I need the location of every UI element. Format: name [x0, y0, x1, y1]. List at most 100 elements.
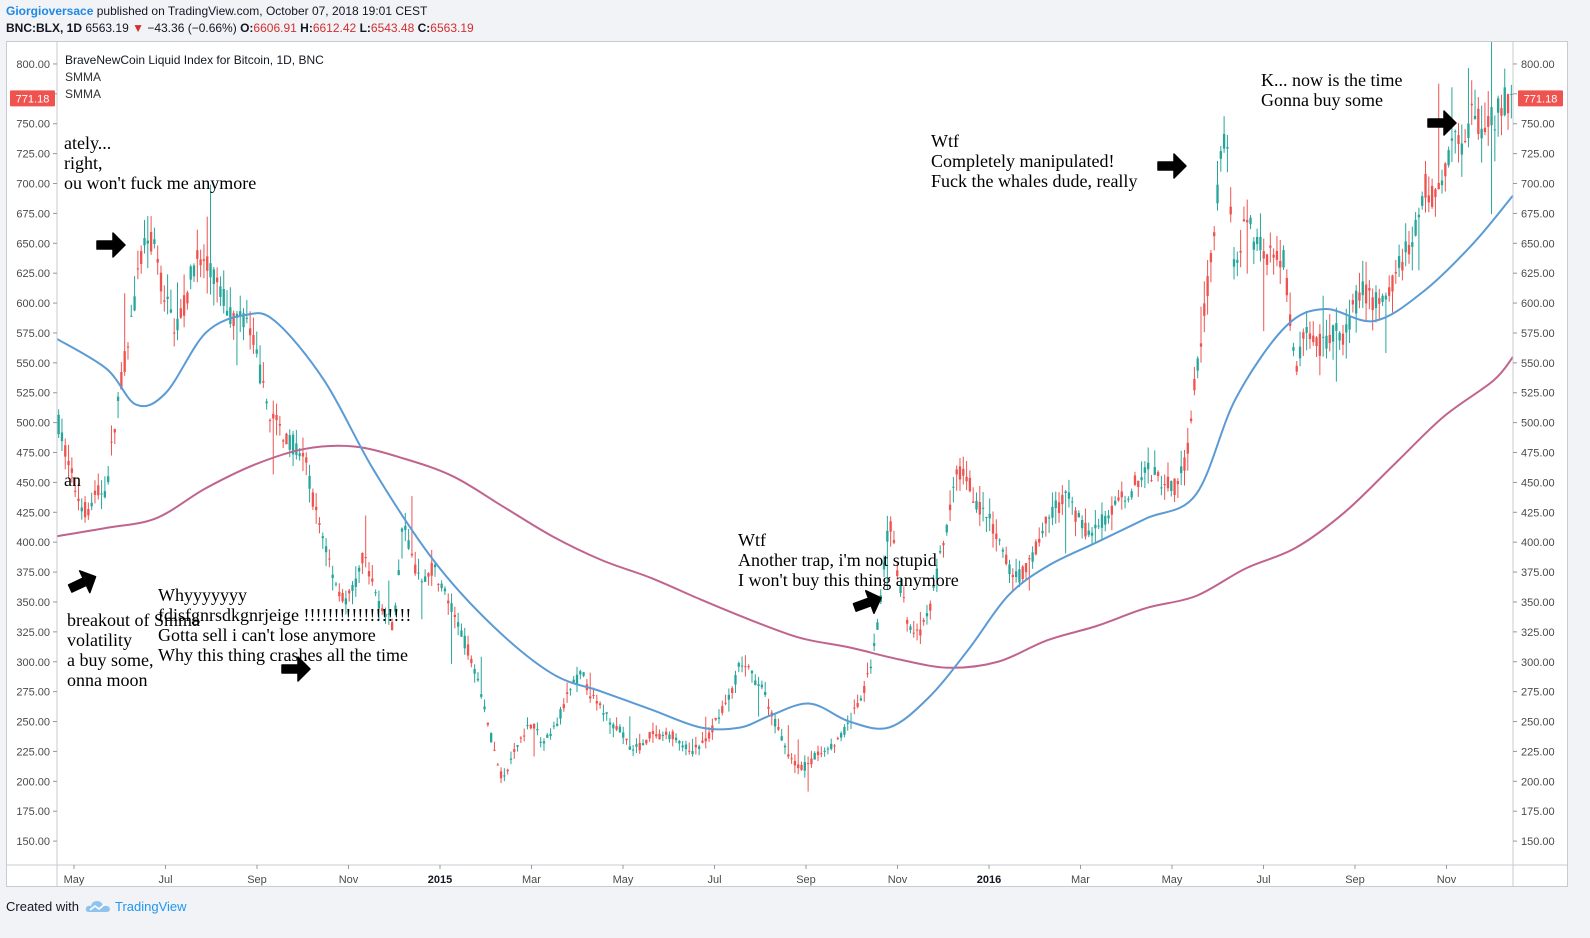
candle	[1047, 514, 1051, 533]
candle-body	[592, 694, 595, 696]
candle	[668, 731, 671, 743]
candle-body	[341, 592, 344, 602]
candle-body	[589, 696, 592, 699]
candle-body	[1424, 173, 1427, 198]
candle-body	[169, 309, 173, 313]
candle-body	[1404, 241, 1407, 253]
candle-body	[1071, 501, 1074, 503]
chart-frame[interactable]: ately... right, ou won't fuck me anymore an…	[6, 41, 1568, 887]
candle	[836, 736, 839, 741]
candle	[381, 604, 384, 615]
candle	[559, 706, 562, 725]
candle	[235, 311, 239, 366]
candle	[440, 580, 443, 592]
annotation-line: Fuck the whales dude, really	[931, 171, 1137, 191]
candle-body	[1117, 497, 1120, 501]
candle	[1080, 515, 1084, 539]
candle-body	[74, 490, 77, 492]
candle-body	[450, 603, 453, 612]
candle-body	[149, 231, 153, 252]
y-tick-label-left: 325.00	[16, 627, 50, 639]
candle	[777, 718, 780, 731]
candle	[542, 738, 546, 751]
candle	[1120, 481, 1123, 510]
candle-body	[988, 513, 991, 519]
candle-body	[1206, 276, 1209, 297]
candle-body	[919, 629, 922, 636]
candle	[222, 270, 225, 314]
candle	[909, 624, 912, 634]
smma-fast-line	[56, 194, 1514, 731]
candle-body	[1331, 325, 1335, 342]
candle	[1150, 475, 1153, 482]
candle-body	[846, 722, 849, 724]
candle	[427, 572, 430, 586]
annotation-text: K... now is the time Gonna buy some	[1261, 70, 1403, 110]
y-tick-label-left: 200.00	[16, 776, 50, 788]
candle	[242, 308, 245, 341]
candle-body	[754, 680, 757, 686]
candle	[374, 589, 377, 597]
candle-body	[460, 630, 463, 637]
candle-body	[1401, 261, 1404, 271]
candle	[110, 425, 113, 456]
candle	[1130, 488, 1133, 500]
candle-body	[1460, 143, 1463, 155]
y-tick-label-left: 600.00	[16, 298, 50, 310]
candle-body	[513, 749, 516, 752]
candle	[536, 722, 539, 736]
candle	[1394, 259, 1397, 284]
candle-body	[440, 583, 443, 589]
candle-body	[698, 746, 701, 749]
candle	[995, 519, 998, 552]
candle	[513, 742, 516, 759]
tradingview-link[interactable]: TradingView	[114, 898, 187, 914]
candle-body	[939, 551, 942, 553]
candle-body	[985, 516, 988, 518]
candle	[978, 485, 981, 527]
candle-body	[668, 734, 671, 740]
price-chart[interactable]: ately... right, ou won't fuck me anymore an…	[7, 42, 1567, 886]
candle	[394, 602, 397, 616]
candle-body	[1239, 250, 1242, 253]
candle	[981, 491, 985, 522]
author-link[interactable]: Giorgioversace	[6, 4, 94, 18]
candle	[179, 299, 182, 319]
candle-body	[480, 694, 483, 697]
candle	[1061, 485, 1064, 515]
candle	[635, 738, 638, 754]
arrow-right-icon	[1157, 153, 1187, 179]
candle	[496, 762, 499, 766]
candle-body	[833, 745, 836, 747]
y-tick-label-right: 550.00	[1521, 358, 1555, 370]
candle-body	[1137, 480, 1140, 487]
x-tick-label: May	[613, 874, 634, 886]
candle	[173, 318, 176, 347]
candle-body	[542, 741, 546, 744]
candle-body	[377, 600, 381, 609]
candle	[701, 732, 704, 744]
candle-body	[232, 313, 235, 327]
candle	[1173, 478, 1176, 502]
candle-body	[262, 381, 265, 383]
candle	[357, 565, 361, 584]
candle-body	[869, 666, 872, 669]
candle-body	[707, 732, 711, 739]
candle-body	[602, 713, 605, 715]
candle-body	[529, 724, 532, 729]
y-tick-label-right: 725.00	[1521, 149, 1555, 161]
candle	[612, 722, 615, 738]
candle-body	[1265, 254, 1269, 265]
candle-body	[1345, 324, 1348, 333]
candle-body	[790, 758, 793, 760]
candle	[1430, 178, 1434, 209]
candle-body	[463, 635, 466, 649]
candle-body	[209, 263, 212, 278]
candle-body	[777, 726, 780, 730]
candle-body	[889, 521, 892, 532]
candle-body	[166, 296, 169, 299]
candle-body	[420, 581, 423, 583]
candle	[1295, 361, 1298, 376]
candle	[1160, 475, 1163, 496]
candle	[744, 655, 747, 677]
